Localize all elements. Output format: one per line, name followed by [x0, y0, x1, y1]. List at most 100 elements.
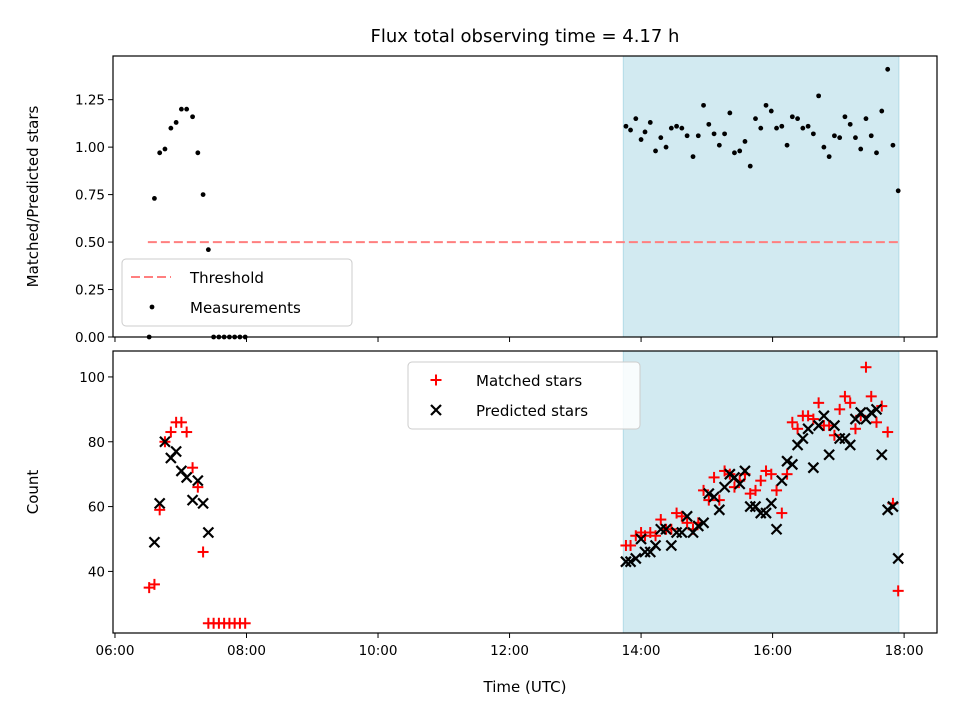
data-point-dot-21	[633, 116, 639, 122]
data-point-cross-25	[692, 520, 705, 532]
data-point-dot-70	[890, 142, 896, 148]
data-point-plus-71	[892, 585, 904, 597]
data-point-cross-30	[718, 481, 731, 493]
legend-predicted-label: Predicted stars	[476, 402, 588, 420]
data-point-dot-33	[695, 133, 701, 139]
data-point-plus-6	[175, 416, 187, 428]
data-point-cross-54	[844, 439, 856, 451]
data-point-cross-11	[620, 555, 632, 568]
ratio-panel: 0.00 0.25 0.50 0.75 1.00 1.25 Matched/Predicte…	[24, 55, 938, 346]
data-point-dot-5	[173, 120, 179, 125]
chart-title: Flux total observing time = 4.17 h	[371, 26, 680, 47]
data-point-cross-29	[713, 504, 726, 516]
data-point-dot-8	[190, 114, 195, 120]
data-point-plus-36	[708, 471, 720, 483]
data-point-plus-51	[786, 416, 798, 428]
x-tick-label: 08:00	[227, 643, 266, 659]
data-point-cross-8	[192, 474, 204, 487]
data-point-cross-51	[828, 419, 841, 432]
data-point-plus-50	[781, 468, 793, 480]
data-point-dot-7	[184, 106, 190, 112]
data-point-plus-60	[834, 403, 846, 415]
data-point-dot-50	[784, 142, 790, 148]
data-point-dot-67	[874, 150, 879, 156]
data-point-cross-4	[170, 445, 182, 458]
data-point-plus-55	[807, 413, 819, 425]
data-point-dot-43	[747, 163, 753, 169]
data-point-dot-62	[847, 121, 853, 127]
data-point-dot-60	[837, 135, 843, 141]
observing-span-0	[622, 55, 900, 338]
data-point-cross-45	[797, 432, 809, 445]
data-point-cross-0	[148, 536, 161, 549]
data-point-dot-56	[816, 93, 822, 99]
y-tick-label: 0.25	[75, 283, 105, 299]
series-group-1	[143, 361, 904, 629]
data-point-plus-59	[828, 429, 840, 441]
data-point-cross-26	[697, 517, 710, 529]
legend-matched-label: Matched stars	[476, 372, 582, 390]
data-point-dot-1	[152, 195, 157, 201]
data-point-plus-47	[765, 468, 777, 480]
data-point-plus-63	[849, 423, 861, 435]
series-group-0	[146, 66, 901, 340]
data-point-dot-71	[895, 188, 901, 194]
data-point-cross-20	[665, 539, 678, 552]
data-point-dot-6	[178, 106, 184, 112]
data-point-dot-65	[863, 116, 869, 122]
data-point-dot-25	[653, 148, 658, 154]
data-point-dot-53	[800, 125, 806, 131]
data-point-dot-32	[690, 154, 696, 160]
data-point-dot-9	[195, 150, 201, 156]
x-tick-label: 16:00	[753, 643, 792, 659]
data-point-plus-34	[698, 484, 710, 496]
data-point-dot-68	[879, 108, 885, 114]
data-point-dot-35	[706, 121, 712, 127]
data-point-cross-42	[781, 455, 793, 467]
data-point-dot-41	[737, 148, 743, 154]
x-axis-label: Time (UTC)	[483, 678, 567, 696]
x-tick-label: 06:00	[96, 643, 135, 659]
data-point-dot-52	[795, 116, 800, 122]
data-point-cross-12	[624, 555, 637, 568]
data-point-dot-61	[842, 114, 848, 120]
data-point-plus-8	[187, 462, 199, 474]
data-point-cross-7	[186, 494, 199, 506]
y-tick-label: 0.50	[75, 235, 105, 251]
y-tick-label: 1.25	[75, 93, 105, 109]
data-point-cross-28	[708, 491, 720, 503]
data-point-dot-4	[168, 125, 174, 131]
data-point-cross-14	[635, 533, 647, 545]
data-point-cross-6	[180, 471, 193, 484]
data-point-plus-61	[839, 390, 851, 402]
data-point-plus-62	[844, 397, 856, 409]
data-point-plus-52	[792, 423, 804, 435]
y-tick-label: 40	[88, 564, 105, 580]
data-point-dot-37	[716, 142, 722, 148]
data-point-dot-26	[658, 135, 664, 141]
legend-predicted-swatch	[430, 404, 442, 416]
data-point-dot-3	[162, 146, 168, 152]
data-point-dot-54	[805, 123, 811, 129]
data-point-cross-48	[812, 419, 825, 432]
data-point-plus-40	[728, 481, 740, 493]
y-tick-label: 80	[88, 435, 105, 451]
data-point-cross-41	[776, 474, 788, 487]
data-point-cross-9	[197, 497, 209, 510]
data-point-dot-36	[711, 131, 717, 137]
data-point-cross-40	[770, 523, 783, 536]
data-point-cross-49	[818, 410, 830, 422]
data-point-dot-48	[774, 125, 779, 131]
data-point-cross-13	[630, 552, 642, 565]
data-point-dot-55	[810, 131, 816, 137]
data-point-cross-17	[649, 539, 662, 552]
data-point-dot-66	[868, 133, 874, 139]
data-point-plus-37	[713, 494, 725, 506]
data-point-dot-51	[789, 114, 795, 120]
legend-box	[407, 361, 641, 430]
data-point-dot-45	[758, 125, 764, 131]
data-point-dot-49	[779, 123, 785, 129]
legend-box	[121, 258, 353, 327]
data-point-dot-10	[200, 192, 206, 198]
data-point-cross-27	[703, 487, 715, 500]
